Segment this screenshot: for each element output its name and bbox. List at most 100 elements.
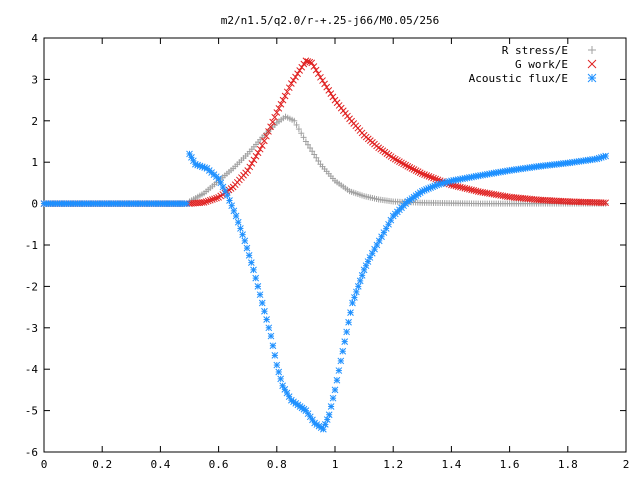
y-tick-label: -1 bbox=[25, 239, 38, 252]
data-point bbox=[204, 197, 212, 205]
data-point bbox=[412, 167, 420, 174]
data-point bbox=[263, 316, 270, 323]
data-point bbox=[423, 172, 431, 179]
data-point bbox=[329, 93, 337, 101]
x-tick-label: 1.4 bbox=[441, 458, 461, 471]
data-point bbox=[421, 171, 428, 179]
x-tick-label: 1.2 bbox=[383, 458, 403, 471]
legend-label: Acoustic flux/E bbox=[469, 72, 568, 85]
data-point bbox=[281, 92, 289, 100]
data-point bbox=[285, 84, 293, 92]
y-tick-label: 4 bbox=[31, 32, 38, 45]
data-point bbox=[250, 266, 257, 274]
data-point bbox=[256, 291, 264, 299]
y-tick-label: -3 bbox=[25, 322, 38, 335]
data-point bbox=[302, 57, 310, 65]
data-point bbox=[345, 318, 352, 326]
data-point bbox=[349, 299, 356, 307]
data-point bbox=[248, 160, 256, 167]
data-point bbox=[317, 73, 324, 81]
data-point bbox=[339, 347, 347, 355]
series-0 bbox=[41, 113, 609, 207]
data-point bbox=[307, 145, 314, 152]
data-point bbox=[275, 368, 283, 376]
data-point bbox=[394, 157, 401, 164]
legend-marker bbox=[588, 46, 596, 54]
data-point bbox=[275, 105, 283, 112]
data-point bbox=[245, 251, 253, 259]
data-point bbox=[319, 77, 326, 84]
data-point bbox=[351, 294, 358, 301]
legend-marker bbox=[587, 59, 597, 69]
y-tick-label: -6 bbox=[25, 446, 38, 459]
data-point bbox=[321, 80, 328, 88]
data-point bbox=[256, 145, 264, 153]
data-point bbox=[273, 109, 281, 116]
data-point bbox=[232, 212, 240, 220]
data-point bbox=[260, 137, 268, 145]
data-point bbox=[430, 174, 437, 182]
data-point bbox=[347, 309, 354, 316]
data-point bbox=[333, 376, 341, 384]
data-point bbox=[308, 59, 316, 67]
data-point bbox=[230, 207, 238, 215]
x-tick-label: 0.8 bbox=[267, 458, 287, 471]
data-point bbox=[241, 237, 249, 245]
y-tick-labels: 4 3 2 1 0 -1 -2 -3 -4 -5 -6 bbox=[25, 32, 39, 459]
data-point bbox=[327, 403, 335, 410]
data-point bbox=[310, 63, 318, 70]
data-point bbox=[183, 200, 190, 207]
data-point bbox=[398, 159, 405, 167]
y-tick-label: 2 bbox=[31, 115, 38, 128]
data-point bbox=[354, 283, 362, 290]
data-point bbox=[410, 166, 418, 173]
data-point bbox=[287, 80, 295, 87]
data-point bbox=[602, 152, 609, 160]
data-point bbox=[211, 195, 218, 203]
data-point bbox=[331, 386, 339, 394]
x-tick-label: 1.8 bbox=[558, 458, 578, 471]
data-point bbox=[292, 73, 299, 81]
data-point bbox=[304, 58, 312, 65]
x-tick-label: 0 bbox=[41, 458, 48, 471]
data-point bbox=[396, 158, 403, 165]
data-point bbox=[239, 231, 246, 239]
data-point bbox=[358, 272, 366, 279]
data-point bbox=[309, 148, 316, 155]
data-point bbox=[290, 76, 297, 84]
data-point bbox=[300, 134, 307, 141]
data-point bbox=[228, 202, 236, 210]
data-point bbox=[279, 96, 287, 104]
data-point bbox=[298, 130, 305, 137]
data-point bbox=[312, 66, 320, 74]
data-point bbox=[400, 160, 407, 168]
data-point bbox=[404, 162, 412, 170]
axis-ticks bbox=[43, 37, 627, 453]
data-point bbox=[406, 164, 414, 171]
data-point bbox=[258, 299, 266, 307]
x-tick-label: 0.4 bbox=[150, 458, 170, 471]
data-point bbox=[335, 367, 343, 374]
data-point bbox=[306, 413, 314, 421]
data-point bbox=[252, 152, 260, 160]
data-point bbox=[209, 196, 216, 203]
data-point bbox=[198, 199, 206, 206]
y-tick-label: -2 bbox=[25, 280, 38, 293]
data-point bbox=[315, 158, 322, 165]
data-point bbox=[427, 173, 435, 181]
series-2 bbox=[40, 150, 609, 433]
data-point bbox=[291, 117, 298, 124]
data-point bbox=[325, 411, 333, 419]
data-point bbox=[602, 199, 609, 207]
data-point bbox=[337, 357, 345, 365]
data-point bbox=[234, 218, 242, 226]
data-point bbox=[313, 154, 320, 161]
data-point bbox=[391, 155, 399, 163]
data-point bbox=[273, 361, 281, 369]
data-point bbox=[302, 138, 309, 145]
data-point bbox=[600, 199, 607, 207]
data-point bbox=[300, 60, 308, 68]
x-tick-label: 1 bbox=[332, 458, 339, 471]
data-point bbox=[200, 199, 208, 206]
